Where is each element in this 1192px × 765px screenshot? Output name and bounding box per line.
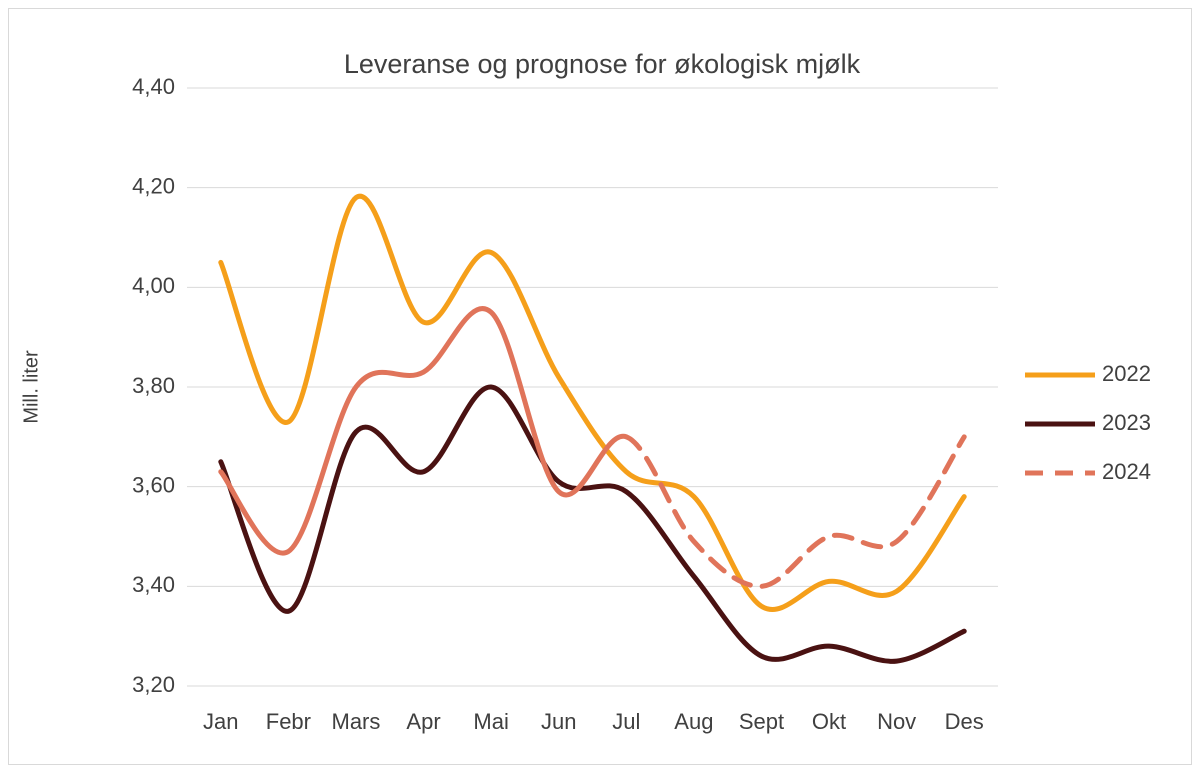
y-axis-label: Mill. liter (20, 350, 42, 424)
y-tick-label: 3,60 (132, 472, 175, 497)
series-line (218, 193, 967, 612)
series-line (218, 384, 967, 664)
x-tick-label: Okt (812, 709, 846, 734)
chart-title: Leveranse og prognose for økologisk mjøl… (344, 49, 861, 79)
x-tick-label: Aug (674, 709, 713, 734)
x-tick-label: Mai (473, 709, 508, 734)
x-tick-label: Sept (739, 709, 784, 734)
series-line (218, 306, 629, 556)
legend-label: 2022 (1102, 361, 1151, 386)
y-tick-label: 3,40 (132, 572, 175, 597)
y-tick-label: 3,80 (132, 373, 175, 398)
x-tick-label: Jul (612, 709, 640, 734)
legend-label: 2024 (1102, 459, 1151, 484)
x-tick-label: Febr (266, 709, 311, 734)
x-tick-label: Jan (203, 709, 238, 734)
x-tick-label: Apr (406, 709, 440, 734)
y-tick-label: 3,20 (132, 672, 175, 697)
x-tick-label: Mars (332, 709, 381, 734)
y-tick-label: 4,20 (132, 173, 175, 198)
x-tick-label: Nov (877, 709, 916, 734)
x-tick-label: Des (945, 709, 984, 734)
series-line-dashed (623, 434, 967, 589)
x-tick-label: Jun (541, 709, 576, 734)
legend-label: 2023 (1102, 410, 1151, 435)
y-tick-label: 4,40 (132, 74, 175, 99)
y-tick-label: 4,00 (132, 273, 175, 298)
